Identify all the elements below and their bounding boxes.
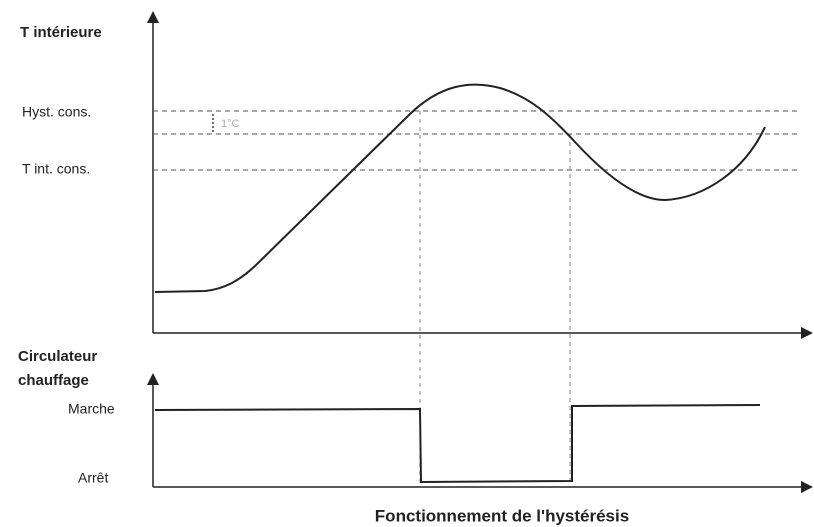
hysteresis-label: Hyst. cons.	[22, 104, 91, 120]
gap-label: 1°C	[221, 118, 240, 130]
caption: Fonctionnement de l'hystérésis	[375, 506, 629, 525]
pump-state	[154, 404, 761, 484]
top-axis-label: T intérieure	[20, 24, 102, 41]
bottom-axis-label: chauffage	[18, 372, 89, 389]
on-label: Marche	[68, 401, 115, 417]
bottom-axis-label: Circulateur	[18, 348, 97, 365]
off-label: Arrêt	[78, 470, 108, 486]
setpoint-label: T int. cons.	[22, 161, 90, 177]
temperature-curve	[154, 83, 766, 293]
